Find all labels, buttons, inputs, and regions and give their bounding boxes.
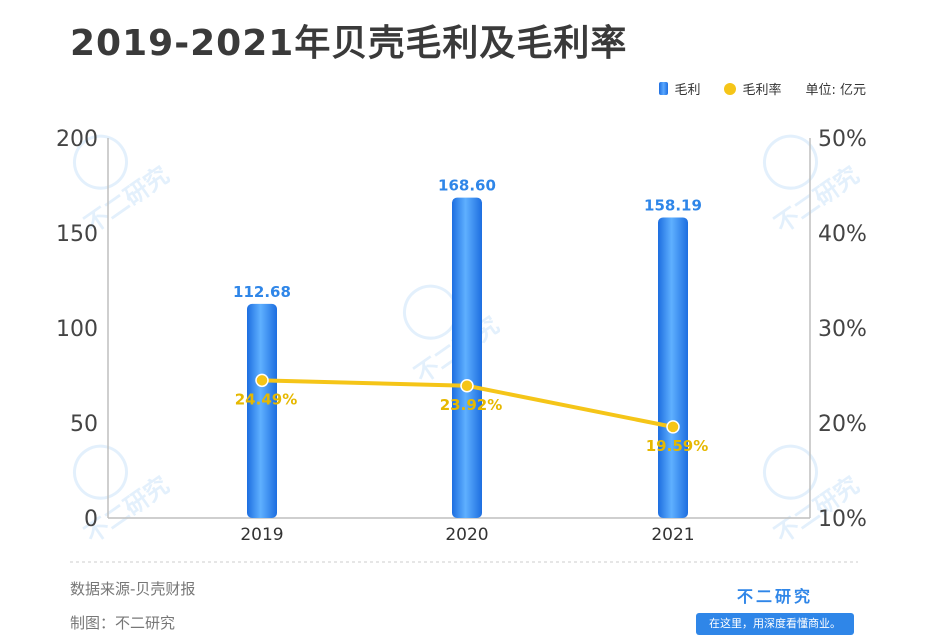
line-point-2019 [255, 373, 269, 388]
source-note: 数据来源-贝壳财报 [70, 580, 196, 598]
brand-block: 不二研究 在这里，用深度看懂商业。 [690, 583, 860, 635]
watermark-logo-icon [402, 284, 458, 340]
bar-value-label: 112.68 [233, 283, 291, 301]
credit-note: 制图：不二研究 [70, 614, 176, 632]
legend-bar-label: 毛利 [674, 83, 701, 98]
x-tick-label: 2019 [240, 525, 283, 545]
legend-bar-swatch [659, 82, 669, 95]
watermark-2: 不二研究 [72, 444, 174, 549]
watermark-3: 不二研究 [402, 284, 504, 389]
watermark-logo-icon [72, 444, 128, 500]
watermark-logo-icon [762, 444, 818, 500]
legend-line-label: 毛利率 [742, 83, 782, 98]
brand-name: 不二研究 [736, 587, 813, 606]
line-value-label: 23.92% [440, 396, 502, 414]
left-tick-label: 100 [56, 317, 98, 342]
right-tick-label: 30% [818, 317, 867, 342]
bar-2020 [452, 197, 482, 518]
unit-label: 单位: 亿元 [805, 83, 866, 98]
bar-value-label: 158.19 [644, 196, 702, 214]
bar-2019 [247, 303, 277, 518]
line-value-label: 24.49% [235, 390, 297, 408]
bar-value-label: 168.60 [438, 177, 496, 195]
watermark-logo-icon [762, 134, 818, 190]
x-tick-label: 2021 [651, 525, 694, 545]
watermark-logo-icon [72, 134, 128, 190]
line-point-2021 [666, 420, 680, 434]
legend: 毛利 毛利率 单位: 亿元 [659, 79, 866, 98]
left-tick-label: 200 [56, 127, 98, 152]
left-tick-label: 50 [70, 412, 98, 437]
left-tick-label: 150 [56, 222, 98, 247]
left-tick-label: 0 [84, 507, 98, 532]
bar-2021 [658, 217, 688, 518]
chart-title: 2019-2021年贝壳毛利及毛利率 [70, 23, 628, 64]
right-tick-label: 40% [818, 222, 867, 247]
right-tick-label: 50% [818, 127, 867, 152]
line-point-2020 [460, 379, 474, 393]
brand-tagline: 在这里，用深度看懂商业。 [696, 613, 854, 635]
x-tick-label: 2020 [445, 525, 488, 545]
line-value-label: 19.59% [646, 437, 708, 455]
right-tick-label: 20% [818, 412, 867, 437]
right-tick-label: 10% [818, 507, 867, 532]
legend-line-swatch [724, 82, 737, 95]
